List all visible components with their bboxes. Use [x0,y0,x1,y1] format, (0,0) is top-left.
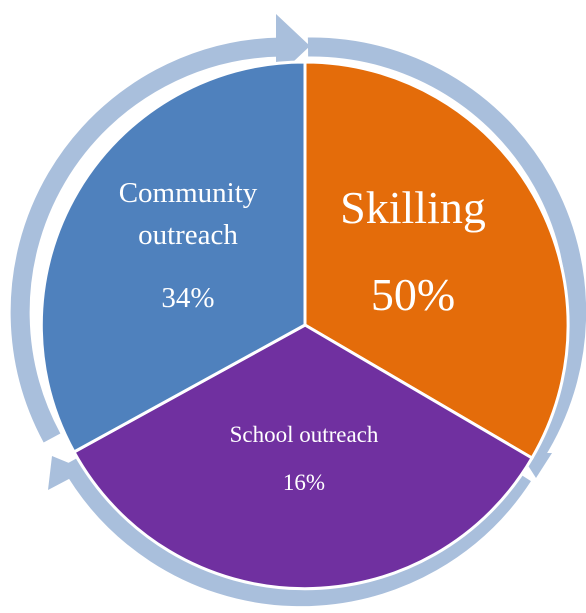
ring-arc-left [10,37,283,443]
skilling-label: Skilling [340,182,486,233]
community-outreach-label-line-1: Community [119,177,258,209]
segment-community-outreach [39,60,307,455]
segment-labels: Skilling 50% Community outreach 34% Scho… [119,177,486,495]
segment-school-outreach [71,323,535,591]
cycle-ring [10,14,586,607]
pie-segments [39,60,570,591]
skilling-value: 50% [371,269,455,320]
arrow-head-left-icon [48,456,86,490]
school-outreach-label: School outreach [230,422,379,447]
ring-arc-bottom [61,457,531,607]
community-outreach-label-line-2: outreach [138,219,238,251]
community-outreach-value: 34% [161,282,214,314]
ring-arc-right [307,37,586,459]
segment-skilling [303,60,570,461]
school-outreach-value: 16% [283,470,325,495]
